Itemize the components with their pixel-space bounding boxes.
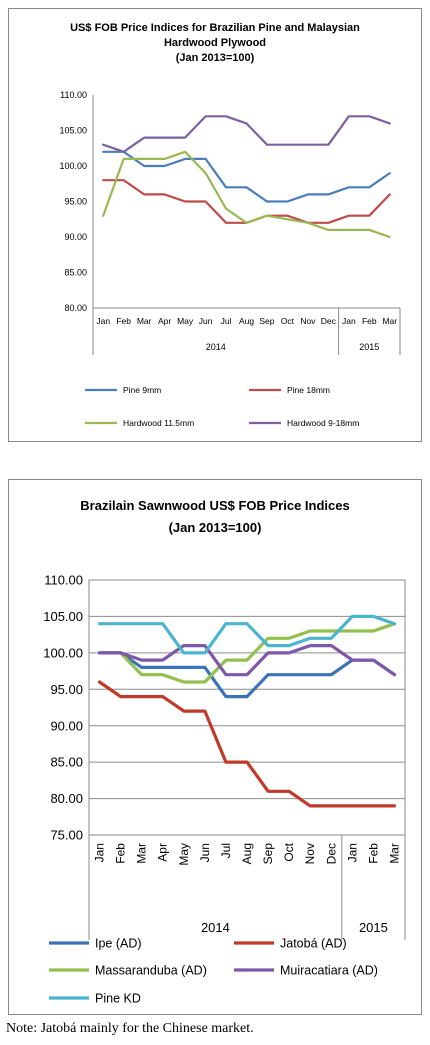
legend-label-2: Massaranduba (AD) [95, 963, 207, 977]
x-tick-label-10: Nov [303, 843, 317, 864]
x-tick-label-5: Jun [199, 316, 213, 326]
x-tick-label-14: Mar [387, 843, 401, 864]
legend-label-0: Ipe (AD) [95, 936, 142, 950]
y-tick-label-4: 95.00 [50, 682, 83, 697]
x-tick-label-12: Jan [345, 843, 359, 862]
year-label-0: 2014 [206, 342, 226, 352]
y-tick-label-2: 90.00 [64, 232, 87, 242]
sawnwood-price-chart: Brazilain Sawnwood US$ FOB Price Indices… [43, 498, 406, 1005]
plywood-price-chart: US$ FOB Price Indices for Brazilian Pine… [59, 22, 401, 428]
y-tick-label-5: 100.00 [43, 645, 83, 660]
plywood-chart-panel: US$ FOB Price Indices for Brazilian Pine… [8, 8, 422, 442]
legend-label-4: Pine KD [95, 991, 141, 1005]
x-tick-label-3: Apr [158, 316, 171, 326]
x-tick-label-8: Sep [261, 843, 275, 865]
series-line-2 [97, 622, 397, 684]
y-tick-label-2: 85.00 [50, 755, 83, 770]
x-tick-label-7: Aug [240, 843, 254, 864]
x-tick-label-13: Feb [362, 316, 377, 326]
chart-title-line-1: (Jan 2013=100) [169, 520, 262, 535]
x-tick-label-4: May [177, 316, 194, 326]
y-tick-label-0: 75.00 [50, 828, 83, 843]
series-line-3 [102, 115, 391, 153]
y-tick-label-0: 80.00 [64, 303, 87, 313]
x-tick-label-9: Oct [282, 842, 296, 861]
x-tick-label-0: Jan [93, 843, 107, 862]
plot-area-border [88, 579, 406, 836]
x-tick-label-4: May [177, 843, 191, 866]
x-tick-label-11: Dec [324, 843, 338, 864]
series-line-0 [97, 651, 397, 699]
year-label-0: 2014 [201, 920, 230, 935]
series-line-4 [97, 614, 397, 655]
y-tick-label-6: 105.00 [43, 609, 83, 624]
chart-title-line-2: (Jan 2013=100) [176, 52, 255, 64]
x-tick-label-11: Dec [321, 316, 337, 326]
x-tick-label-14: Mar [382, 316, 397, 326]
legend-label-3: Muiracatiara (AD) [280, 963, 378, 977]
x-tick-label-1: Feb [116, 316, 131, 326]
x-tick-label-7: Aug [239, 316, 254, 326]
series-line-1 [97, 680, 397, 808]
y-tick-label-1: 80.00 [50, 791, 83, 806]
legend-label-1: Jatobá (AD) [280, 936, 347, 950]
footnote: Note: Jatobá mainly for the Chinese mark… [6, 1021, 254, 1036]
x-tick-label-6: Jul [221, 316, 232, 326]
chart-title-line-1: Hardwood Plywood [164, 37, 266, 49]
x-tick-label-0: Jan [96, 316, 110, 326]
legend-label-1: Pine 18mm [287, 385, 330, 395]
x-tick-label-1: Feb [114, 843, 128, 864]
series-line-3 [97, 644, 397, 677]
legend-label-0: Pine 9mm [123, 385, 161, 395]
x-tick-label-2: Mar [135, 843, 149, 864]
y-tick-label-5: 105.00 [59, 126, 87, 136]
legend-label-3: Hardwood 9-18mm [287, 418, 359, 428]
x-tick-label-5: Jun [198, 843, 212, 862]
sawnwood-chart-panel: Brazilain Sawnwood US$ FOB Price Indices… [8, 479, 422, 1015]
x-tick-label-3: Apr [156, 843, 170, 862]
x-tick-label-9: Oct [281, 316, 295, 326]
y-tick-label-4: 100.00 [59, 161, 87, 171]
x-tick-label-13: Feb [366, 843, 380, 864]
year-label-1: 2015 [359, 920, 388, 935]
chart-title-line-0: Brazilain Sawnwood US$ FOB Price Indices [80, 498, 349, 513]
y-tick-label-3: 90.00 [50, 718, 83, 733]
x-tick-label-12: Jan [342, 316, 356, 326]
x-tick-label-10: Nov [300, 316, 316, 326]
y-tick-label-3: 95.00 [64, 197, 87, 207]
x-tick-label-6: Jul [219, 843, 233, 858]
x-tick-label-8: Sep [259, 316, 274, 326]
y-tick-label-1: 85.00 [64, 268, 87, 278]
x-tick-label-2: Mar [137, 316, 152, 326]
legend-label-2: Hardwood 11.5mm [123, 418, 194, 428]
y-tick-label-7: 110.00 [44, 573, 83, 588]
chart-title-line-0: US$ FOB Price Indices for Brazilian Pine… [70, 22, 360, 34]
y-tick-label-6: 110.00 [60, 90, 87, 100]
year-label-1: 2015 [359, 342, 379, 352]
